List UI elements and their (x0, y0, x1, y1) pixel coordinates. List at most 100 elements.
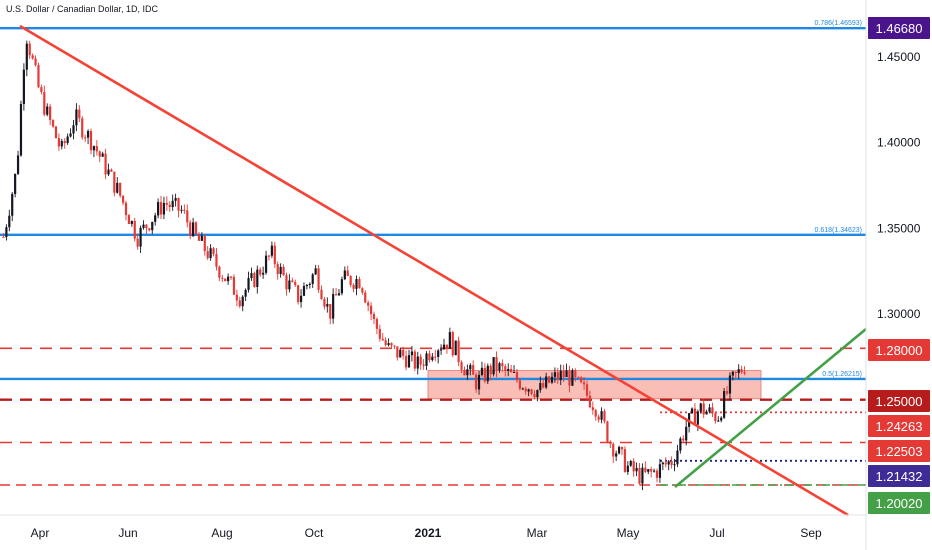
candle-body (89, 131, 93, 151)
candle-body (11, 193, 14, 216)
price-tag-box (868, 465, 930, 487)
candle-body (314, 268, 317, 275)
candle-body (437, 350, 440, 357)
candle-body (358, 279, 361, 289)
candle-body (200, 235, 203, 241)
candle-body (311, 274, 314, 284)
candle-body (422, 364, 425, 366)
candle-body (390, 343, 393, 346)
candle-body (495, 357, 498, 371)
y-tick-label: 1.40000 (877, 136, 921, 150)
candle-body (644, 467, 647, 472)
candle-body (174, 198, 177, 201)
y-tick-label: 1.30000 (877, 307, 921, 321)
candle-body (591, 407, 594, 411)
x-tick-label: Mar (527, 526, 548, 540)
candle-body (708, 407, 711, 412)
price-tag-label: 1.22503 (876, 444, 923, 459)
candle-body (121, 195, 125, 203)
candle-body (615, 453, 618, 457)
candle-body (600, 411, 603, 420)
candle-body (43, 92, 46, 115)
candle-body (387, 343, 390, 346)
candle-body (101, 153, 104, 157)
candle-body (588, 395, 592, 408)
candle-body (679, 438, 682, 451)
candle-body (352, 284, 355, 289)
candle-body (603, 411, 606, 422)
candle-body (542, 383, 545, 388)
candle-body (743, 372, 746, 374)
candle-body (404, 355, 408, 368)
candle-body (294, 281, 297, 286)
candle-body (431, 356, 434, 360)
candle-body (475, 374, 478, 390)
candle-body (650, 469, 653, 472)
candle-body (402, 349, 405, 356)
candle-body (273, 245, 276, 265)
candle-body (690, 408, 694, 414)
candle-body (498, 363, 501, 371)
candle-body (28, 43, 31, 56)
candle-body (539, 383, 542, 391)
candle-body (116, 182, 119, 193)
candle-body (381, 338, 384, 341)
candle-body (556, 372, 559, 381)
candle-body (562, 370, 565, 377)
candle-body (428, 353, 431, 360)
candle-body (16, 155, 20, 174)
candle-body (285, 275, 288, 290)
candle-body (711, 407, 714, 414)
candle-body (133, 221, 136, 239)
candle-body (19, 103, 23, 156)
candle-body (372, 314, 376, 320)
candle-body (489, 365, 492, 375)
candle-body (440, 349, 443, 351)
candle-body (451, 332, 454, 356)
candle-body (209, 248, 212, 259)
candle-body (442, 344, 446, 350)
candle-body (355, 279, 358, 289)
candle-body (661, 462, 664, 465)
candle-body (469, 365, 472, 370)
candle-body (308, 283, 311, 285)
x-tick-label: Jul (709, 526, 724, 540)
candle-body (75, 109, 78, 126)
candle-body (206, 251, 209, 259)
candle-body (136, 238, 139, 247)
candle-body (130, 221, 133, 225)
candle-body (620, 447, 624, 450)
candle-body (518, 380, 521, 389)
candle-body (267, 255, 271, 257)
candle-body (127, 215, 131, 225)
candle-body (5, 227, 8, 238)
candle-body (483, 367, 486, 382)
candle-body (364, 292, 367, 303)
candle-body (632, 461, 635, 472)
fib-level-label: 0.618(1.34623) (815, 227, 862, 234)
candle-body (399, 349, 402, 358)
candle-body (530, 389, 533, 395)
candle-body (434, 356, 437, 358)
candle-body (492, 357, 495, 375)
candle-body (676, 450, 679, 465)
candle-body (582, 382, 586, 385)
candle-body (262, 272, 265, 275)
candle-body (14, 173, 17, 194)
candle-body (574, 370, 577, 378)
candle-body (638, 467, 641, 484)
chart-title: U.S. Dollar / Canadian Dollar, 1D, IDC (6, 4, 159, 14)
candle-body (629, 461, 632, 466)
candle-body (171, 200, 174, 208)
candle-body (297, 285, 300, 303)
candle-body (110, 169, 113, 172)
candle-body (501, 363, 504, 367)
candle-body (148, 228, 151, 231)
candle-body (159, 202, 163, 215)
x-tick-label: Aug (211, 526, 232, 540)
candle-body (139, 227, 142, 247)
candle-body (291, 280, 294, 282)
price-tag-label: 1.20020 (876, 496, 923, 511)
candle-body (504, 366, 507, 372)
